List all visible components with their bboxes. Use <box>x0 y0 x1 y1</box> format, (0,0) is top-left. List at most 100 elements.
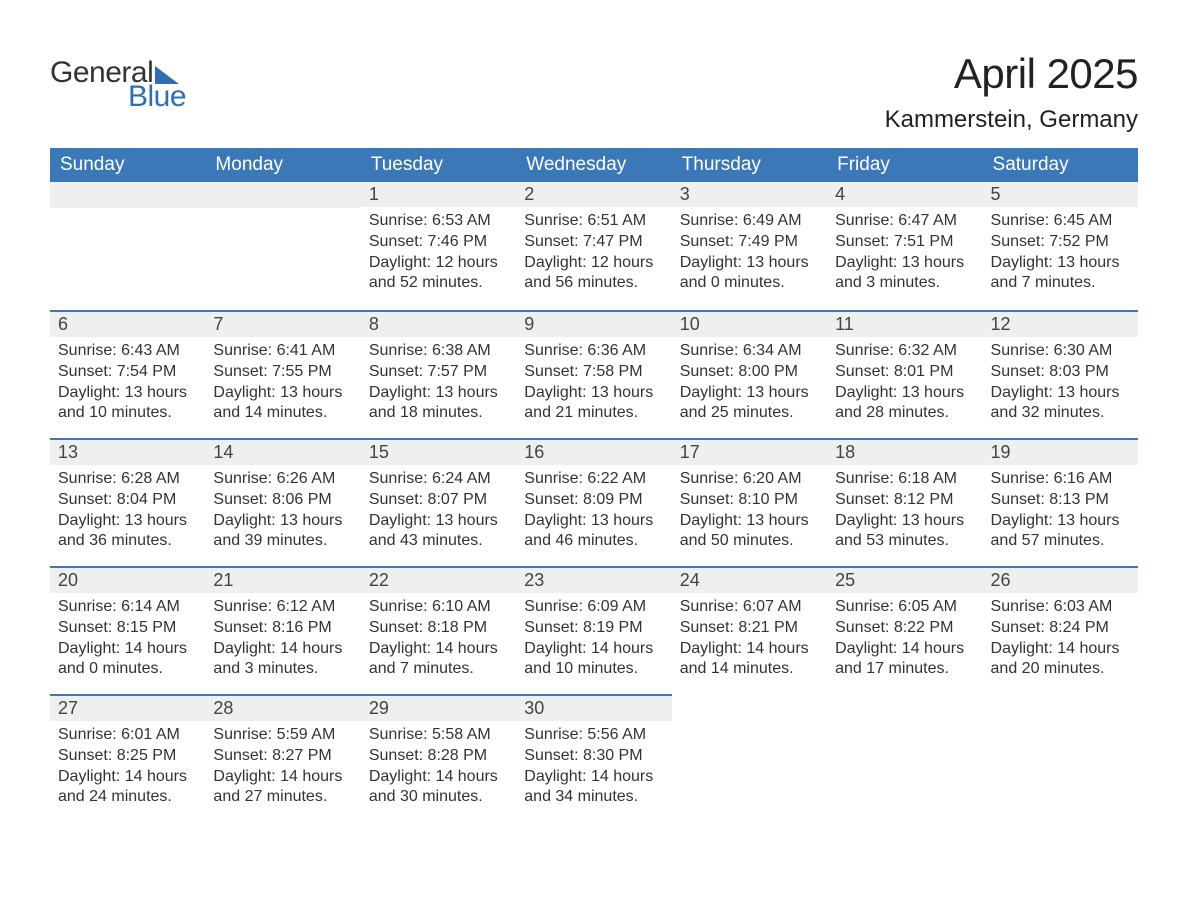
day-body: Sunrise: 6:26 AMSunset: 8:06 PMDaylight:… <box>205 465 360 552</box>
calendar-cell: 1Sunrise: 6:53 AMSunset: 7:46 PMDaylight… <box>361 182 516 310</box>
calendar-cell: 24Sunrise: 6:07 AMSunset: 8:21 PMDayligh… <box>672 566 827 694</box>
daylight-line-2: and 0 minutes. <box>58 659 197 680</box>
day-number: 12 <box>983 310 1138 337</box>
daylight-line-2: and 30 minutes. <box>369 787 508 808</box>
daylight-line-1: Daylight: 14 hours <box>58 639 197 660</box>
logo-word-2: Blue <box>128 80 186 114</box>
calendar-cell: 11Sunrise: 6:32 AMSunset: 8:01 PMDayligh… <box>827 310 982 438</box>
sunrise-text: Sunrise: 6:38 AM <box>369 341 508 362</box>
calendar-cell <box>672 694 827 822</box>
daylight-line-2: and 25 minutes. <box>680 403 819 424</box>
daylight-line-2: and 43 minutes. <box>369 531 508 552</box>
day-number: 1 <box>361 182 516 207</box>
day-body: Sunrise: 6:34 AMSunset: 8:00 PMDaylight:… <box>672 337 827 424</box>
weekday-header: Sunday <box>50 148 205 182</box>
calendar-week-row: 13Sunrise: 6:28 AMSunset: 8:04 PMDayligh… <box>50 438 1138 566</box>
calendar-table: Sunday Monday Tuesday Wednesday Thursday… <box>50 148 1138 822</box>
daylight-line-2: and 57 minutes. <box>991 531 1130 552</box>
sunrise-text: Sunrise: 6:14 AM <box>58 597 197 618</box>
sunset-text: Sunset: 8:13 PM <box>991 490 1130 511</box>
sunset-text: Sunset: 8:24 PM <box>991 618 1130 639</box>
day-number: 2 <box>516 182 671 207</box>
daylight-line-1: Daylight: 13 hours <box>524 383 663 404</box>
calendar-cell: 22Sunrise: 6:10 AMSunset: 8:18 PMDayligh… <box>361 566 516 694</box>
day-body: Sunrise: 6:14 AMSunset: 8:15 PMDaylight:… <box>50 593 205 680</box>
day-number: 5 <box>983 182 1138 207</box>
day-number: 15 <box>361 438 516 465</box>
day-body: Sunrise: 5:58 AMSunset: 8:28 PMDaylight:… <box>361 721 516 808</box>
calendar-cell: 25Sunrise: 6:05 AMSunset: 8:22 PMDayligh… <box>827 566 982 694</box>
daylight-line-1: Daylight: 13 hours <box>991 383 1130 404</box>
sunset-text: Sunset: 8:15 PM <box>58 618 197 639</box>
daylight-line-2: and 34 minutes. <box>524 787 663 808</box>
calendar-cell: 23Sunrise: 6:09 AMSunset: 8:19 PMDayligh… <box>516 566 671 694</box>
daylight-line-2: and 14 minutes. <box>680 659 819 680</box>
day-body: Sunrise: 6:53 AMSunset: 7:46 PMDaylight:… <box>361 207 516 294</box>
day-body: Sunrise: 6:01 AMSunset: 8:25 PMDaylight:… <box>50 721 205 808</box>
sunrise-text: Sunrise: 6:10 AM <box>369 597 508 618</box>
daylight-line-1: Daylight: 13 hours <box>58 511 197 532</box>
sunset-text: Sunset: 8:07 PM <box>369 490 508 511</box>
day-body: Sunrise: 6:38 AMSunset: 7:57 PMDaylight:… <box>361 337 516 424</box>
sunrise-text: Sunrise: 6:51 AM <box>524 211 663 232</box>
day-number: 7 <box>205 310 360 337</box>
sunset-text: Sunset: 7:57 PM <box>369 362 508 383</box>
calendar-week-row: 1Sunrise: 6:53 AMSunset: 7:46 PMDaylight… <box>50 182 1138 310</box>
daylight-line-1: Daylight: 14 hours <box>991 639 1130 660</box>
sunrise-text: Sunrise: 6:12 AM <box>213 597 352 618</box>
sunrise-text: Sunrise: 6:24 AM <box>369 469 508 490</box>
calendar-cell: 6Sunrise: 6:43 AMSunset: 7:54 PMDaylight… <box>50 310 205 438</box>
sunset-text: Sunset: 8:18 PM <box>369 618 508 639</box>
calendar-cell <box>205 182 360 310</box>
sunset-text: Sunset: 8:01 PM <box>835 362 974 383</box>
daylight-line-1: Daylight: 14 hours <box>524 639 663 660</box>
sunset-text: Sunset: 8:21 PM <box>680 618 819 639</box>
day-number: 16 <box>516 438 671 465</box>
day-body: Sunrise: 6:22 AMSunset: 8:09 PMDaylight:… <box>516 465 671 552</box>
day-body: Sunrise: 5:56 AMSunset: 8:30 PMDaylight:… <box>516 721 671 808</box>
sunset-text: Sunset: 7:49 PM <box>680 232 819 253</box>
day-number: 8 <box>361 310 516 337</box>
daylight-line-2: and 0 minutes. <box>680 273 819 294</box>
daylight-line-1: Daylight: 13 hours <box>213 511 352 532</box>
sunrise-text: Sunrise: 6:45 AM <box>991 211 1130 232</box>
daylight-line-2: and 17 minutes. <box>835 659 974 680</box>
calendar-cell: 15Sunrise: 6:24 AMSunset: 8:07 PMDayligh… <box>361 438 516 566</box>
daylight-line-2: and 36 minutes. <box>58 531 197 552</box>
daylight-line-1: Daylight: 13 hours <box>369 383 508 404</box>
calendar-cell <box>50 182 205 310</box>
calendar-cell: 2Sunrise: 6:51 AMSunset: 7:47 PMDaylight… <box>516 182 671 310</box>
sunset-text: Sunset: 8:27 PM <box>213 746 352 767</box>
sunrise-text: Sunrise: 6:49 AM <box>680 211 819 232</box>
sunset-text: Sunset: 8:03 PM <box>991 362 1130 383</box>
calendar-cell: 27Sunrise: 6:01 AMSunset: 8:25 PMDayligh… <box>50 694 205 822</box>
calendar-cell <box>983 694 1138 822</box>
sunset-text: Sunset: 7:51 PM <box>835 232 974 253</box>
sunrise-text: Sunrise: 6:28 AM <box>58 469 197 490</box>
sunrise-text: Sunrise: 5:59 AM <box>213 725 352 746</box>
weekday-header: Wednesday <box>516 148 671 182</box>
calendar-cell: 9Sunrise: 6:36 AMSunset: 7:58 PMDaylight… <box>516 310 671 438</box>
daylight-line-2: and 28 minutes. <box>835 403 974 424</box>
daylight-line-2: and 46 minutes. <box>524 531 663 552</box>
day-number: 14 <box>205 438 360 465</box>
daylight-line-1: Daylight: 13 hours <box>58 383 197 404</box>
calendar-cell: 26Sunrise: 6:03 AMSunset: 8:24 PMDayligh… <box>983 566 1138 694</box>
daylight-line-1: Daylight: 14 hours <box>369 767 508 788</box>
calendar-week-row: 6Sunrise: 6:43 AMSunset: 7:54 PMDaylight… <box>50 310 1138 438</box>
sunset-text: Sunset: 7:58 PM <box>524 362 663 383</box>
calendar-cell: 4Sunrise: 6:47 AMSunset: 7:51 PMDaylight… <box>827 182 982 310</box>
daylight-line-2: and 56 minutes. <box>524 273 663 294</box>
day-number: 19 <box>983 438 1138 465</box>
day-number: 25 <box>827 566 982 593</box>
day-number: 13 <box>50 438 205 465</box>
sunset-text: Sunset: 8:06 PM <box>213 490 352 511</box>
weekday-header: Saturday <box>983 148 1138 182</box>
daylight-line-1: Daylight: 14 hours <box>680 639 819 660</box>
day-number: 10 <box>672 310 827 337</box>
calendar-cell: 28Sunrise: 5:59 AMSunset: 8:27 PMDayligh… <box>205 694 360 822</box>
sunset-text: Sunset: 8:30 PM <box>524 746 663 767</box>
calendar-cell: 10Sunrise: 6:34 AMSunset: 8:00 PMDayligh… <box>672 310 827 438</box>
weekday-header-row: Sunday Monday Tuesday Wednesday Thursday… <box>50 148 1138 182</box>
day-body: Sunrise: 6:16 AMSunset: 8:13 PMDaylight:… <box>983 465 1138 552</box>
